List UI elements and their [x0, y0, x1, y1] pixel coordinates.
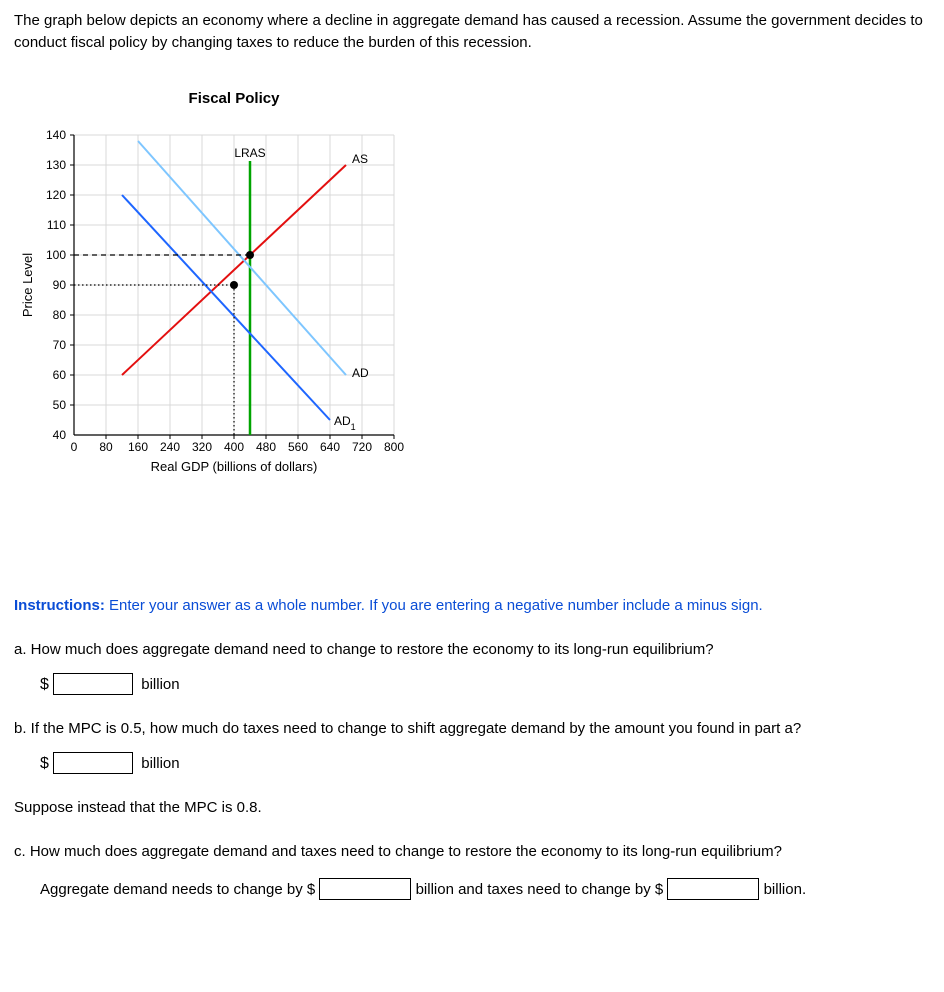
instructions-label: Instructions:	[14, 597, 105, 614]
svg-text:50: 50	[53, 398, 67, 412]
c-end: billion.	[764, 881, 807, 898]
svg-text:400: 400	[224, 440, 244, 454]
svg-text:240: 240	[160, 440, 180, 454]
instructions-text: Enter your answer as a whole number. If …	[105, 597, 763, 614]
suppose-text: Suppose instead that the MPC is 0.8.	[14, 797, 930, 819]
svg-text:110: 110	[47, 218, 66, 232]
svg-text:120: 120	[46, 188, 66, 202]
svg-text:640: 640	[320, 440, 340, 454]
svg-text:0: 0	[71, 440, 78, 454]
svg-text:90: 90	[53, 278, 67, 292]
svg-text:AD: AD	[352, 366, 369, 380]
svg-text:100: 100	[46, 248, 66, 262]
svg-text:480: 480	[256, 440, 276, 454]
svg-text:140: 140	[46, 128, 66, 142]
c-mid: billion and taxes need to change by $	[416, 881, 664, 898]
svg-text:130: 130	[46, 158, 66, 172]
unit-b: billion	[141, 755, 179, 772]
svg-text:80: 80	[53, 308, 67, 322]
chart-title: Fiscal Policy	[44, 88, 424, 110]
dollar-icon: $	[40, 755, 49, 772]
svg-text:160: 160	[128, 440, 148, 454]
svg-text:320: 320	[192, 440, 212, 454]
fiscal-policy-chart: 140 130 120 110 100 90 80 70 60 50 40 0 …	[14, 115, 434, 475]
chart-block: Fiscal Policy 140 130 120 110	[14, 88, 930, 476]
svg-text:80: 80	[99, 440, 113, 454]
svg-text:560: 560	[288, 440, 308, 454]
answer-b-input[interactable]	[53, 752, 133, 774]
answer-a-input[interactable]	[53, 673, 133, 695]
svg-text:LRAS: LRAS	[234, 146, 265, 160]
intro-text: The graph below depicts an economy where…	[14, 10, 930, 54]
svg-text:60: 60	[53, 368, 67, 382]
svg-text:70: 70	[53, 338, 67, 352]
unit-a: billion	[141, 676, 179, 693]
svg-text:Price Level: Price Level	[20, 253, 35, 317]
answer-c-tax-input[interactable]	[667, 878, 759, 900]
svg-text:Real GDP (billions of dollars): Real GDP (billions of dollars)	[151, 459, 318, 474]
answer-c-ad-input[interactable]	[319, 878, 411, 900]
question-a: a. How much does aggregate demand need t…	[14, 639, 930, 661]
c-lead: Aggregate demand needs to change by $	[40, 881, 315, 898]
svg-text:800: 800	[384, 440, 404, 454]
question-c: c. How much does aggregate demand and ta…	[14, 841, 930, 863]
answer-c-row: Aggregate demand needs to change by $ bi…	[40, 878, 930, 901]
svg-text:AS: AS	[352, 152, 368, 166]
svg-text:40: 40	[53, 428, 67, 442]
dollar-icon: $	[40, 676, 49, 693]
question-b: b. If the MPC is 0.5, how much do taxes …	[14, 718, 930, 740]
instructions-line: Instructions: Enter your answer as a who…	[14, 595, 930, 617]
svg-text:AD1: AD1	[334, 414, 356, 432]
svg-text:720: 720	[352, 440, 372, 454]
ad1-line	[122, 195, 330, 420]
ad-line	[138, 141, 346, 375]
